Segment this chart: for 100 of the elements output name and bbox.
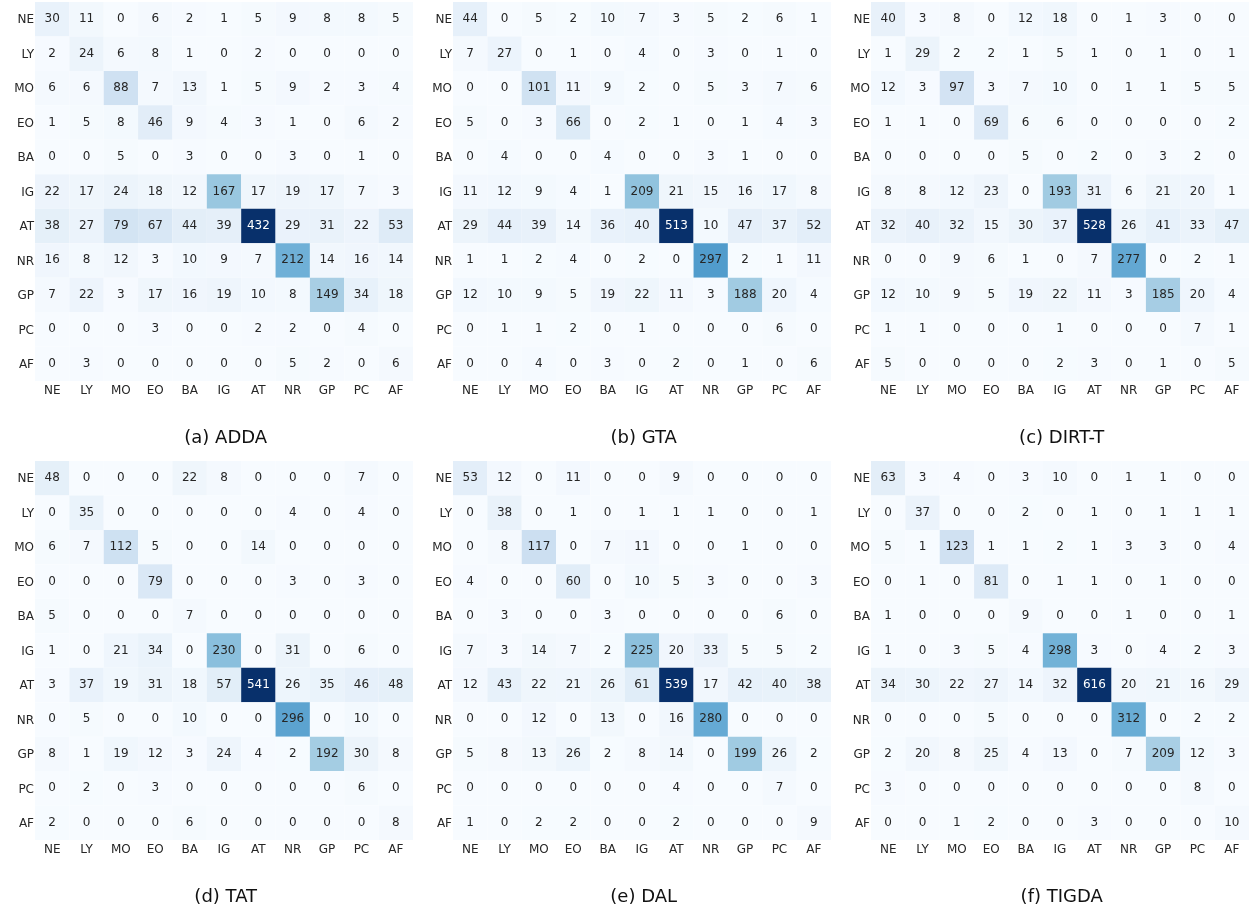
data-label: 2	[1228, 711, 1236, 726]
data-label: 0	[288, 470, 297, 485]
data-label: 2	[392, 114, 400, 129]
data-label: 0	[288, 539, 297, 554]
x-tick-label: PC	[1189, 383, 1206, 397]
data-label: 20	[1121, 676, 1137, 691]
data-label: 312	[1117, 711, 1141, 726]
data-label: 225	[630, 642, 654, 657]
data-label: 0	[288, 45, 297, 60]
data-label: 5	[392, 11, 400, 26]
data-label: 11	[634, 539, 650, 554]
data-label: 6	[987, 252, 996, 267]
data-label: 0	[535, 608, 543, 623]
data-label: 0	[603, 252, 612, 267]
data-label: 6	[357, 780, 366, 795]
data-label: 0	[638, 355, 646, 370]
data-label: 0	[254, 608, 263, 623]
data-label: 2	[672, 355, 681, 370]
data-label: 0	[953, 321, 961, 336]
data-label: 3	[357, 80, 366, 95]
data-label: 1	[638, 321, 646, 336]
data-label: 4	[672, 780, 681, 795]
data-label: 0	[569, 711, 578, 726]
data-label: 24	[78, 45, 95, 60]
x-tick-label: IG	[1053, 383, 1067, 397]
data-label: 1	[1124, 11, 1133, 26]
data-label: 0	[323, 114, 331, 129]
data-label: 5	[569, 286, 578, 301]
y-tick-label: MO	[14, 540, 34, 555]
y-tick-label: EO	[434, 574, 452, 589]
data-label: 0	[1228, 470, 1236, 485]
data-label: 0	[638, 470, 646, 485]
data-label: 3	[918, 470, 927, 485]
data-label: 7	[638, 11, 646, 26]
data-label: 20	[914, 745, 931, 760]
data-label: 0	[603, 573, 612, 588]
data-label: 1	[1056, 321, 1064, 336]
data-label: 23	[983, 183, 999, 198]
data-label: 0	[741, 711, 749, 726]
data-label: 0	[323, 149, 331, 164]
data-label: 5	[117, 149, 125, 164]
data-label: 167	[212, 183, 236, 198]
data-label: 11	[1086, 286, 1102, 301]
data-label: 0	[1124, 114, 1133, 129]
data-label: 117	[527, 539, 551, 554]
x-tick-label: AF	[1224, 383, 1240, 397]
data-label: 0	[987, 470, 996, 485]
y-tick-label: PC	[854, 781, 870, 796]
x-tick-label: NE	[879, 383, 897, 397]
data-label: 185	[1151, 286, 1175, 301]
data-label: 0	[706, 745, 715, 760]
data-label: 0	[987, 780, 996, 795]
data-label: 0	[82, 470, 91, 485]
data-label: 3	[254, 114, 263, 129]
data-label: 0	[392, 470, 400, 485]
data-label: 7	[1124, 745, 1133, 760]
data-label: 0	[706, 814, 715, 829]
data-label: 0	[953, 573, 961, 588]
data-label: 3	[1090, 814, 1099, 829]
data-label: 1	[220, 80, 228, 95]
data-label: 528	[1082, 217, 1106, 232]
data-label: 0	[117, 780, 125, 795]
x-tick-label: MO	[529, 383, 549, 397]
data-label: 0	[706, 470, 715, 485]
data-label: 10	[1052, 470, 1068, 485]
data-label: 16	[44, 252, 60, 267]
data-label: 2	[535, 814, 543, 829]
y-tick-label: LY	[857, 46, 871, 61]
data-label: 11	[78, 11, 95, 26]
data-label: 42	[737, 676, 753, 691]
data-label: 79	[113, 217, 129, 232]
data-label: 149	[315, 286, 339, 301]
data-label: 2	[1193, 642, 1202, 657]
x-tick-label: GP	[1154, 842, 1172, 856]
data-label: 2	[987, 814, 996, 829]
data-label: 21	[1155, 183, 1171, 198]
data-label: 1	[500, 252, 509, 267]
data-label: 0	[1124, 573, 1133, 588]
x-tick-label: MO	[111, 383, 131, 397]
data-label: 4	[288, 504, 297, 519]
x-tick-label: PC	[771, 383, 788, 397]
data-label: 6	[185, 814, 194, 829]
data-label: 0	[1090, 780, 1099, 795]
data-label: 1	[884, 608, 892, 623]
data-label: 0	[466, 504, 474, 519]
x-tick-label: PC	[1189, 842, 1206, 856]
data-label: 0	[466, 321, 474, 336]
data-label: 12	[880, 80, 896, 95]
data-label: 12	[462, 286, 478, 301]
data-label: 61	[634, 676, 650, 691]
data-label: 0	[569, 780, 578, 795]
data-label: 8	[953, 11, 961, 26]
data-label: 3	[1090, 642, 1099, 657]
data-label: 0	[392, 780, 400, 795]
data-label: 17	[147, 286, 163, 301]
x-tick-label: BA	[599, 842, 617, 856]
data-label: 0	[151, 355, 160, 370]
data-label: 0	[775, 573, 784, 588]
data-label: 1	[775, 45, 784, 60]
data-label: 40	[914, 217, 931, 232]
